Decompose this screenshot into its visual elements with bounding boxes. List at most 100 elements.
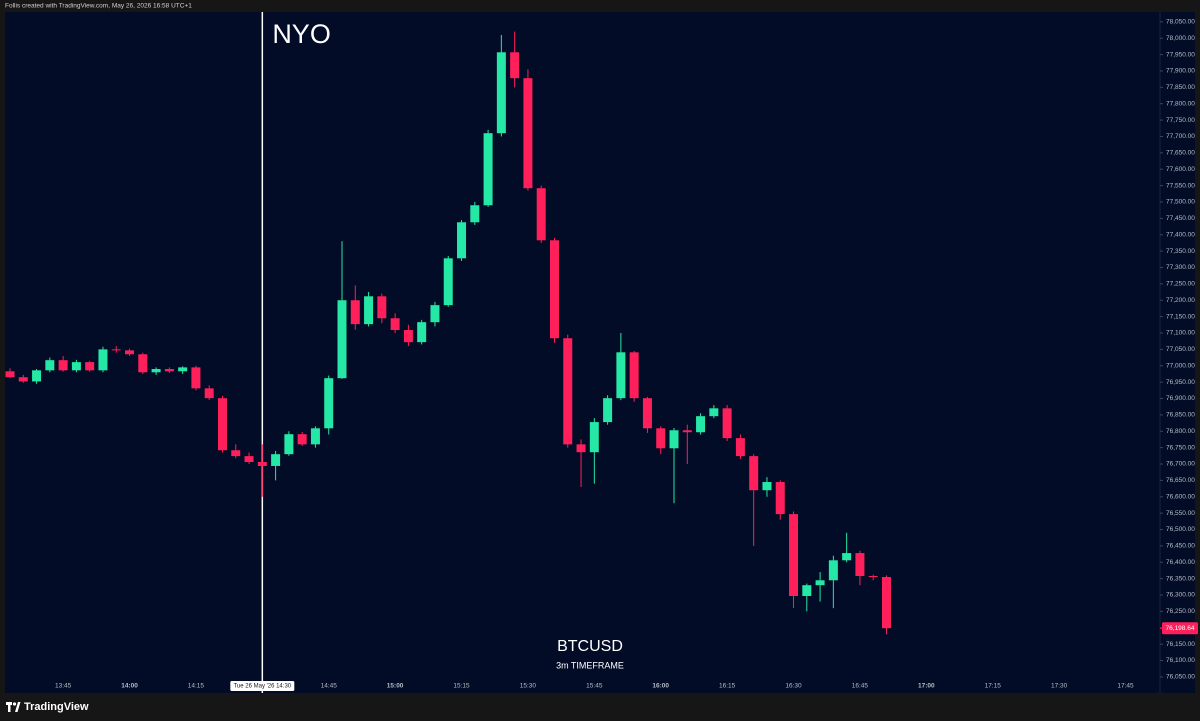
candle-body [616, 352, 626, 399]
candle-body [71, 362, 81, 371]
candle-body [284, 434, 294, 455]
candle-body [310, 428, 320, 445]
crosshair-box [230, 681, 295, 691]
x-tick-label: 14:00 [121, 683, 138, 690]
candle-body [855, 553, 865, 577]
candle-body [403, 330, 413, 343]
candle-body [443, 258, 453, 306]
candle-body [32, 370, 42, 382]
candle-body [364, 296, 374, 325]
candle-body [417, 322, 427, 343]
candle-body [629, 352, 639, 399]
candle-body [868, 576, 878, 578]
x-tick-label: 14:45 [321, 683, 338, 690]
candle-body [483, 133, 493, 206]
candle-body [45, 360, 55, 371]
last-price-box [1162, 622, 1198, 635]
candle-body [324, 378, 334, 429]
candle-body [576, 444, 586, 453]
y-tick-label: 77,600.00 [1166, 166, 1195, 173]
candle-body [549, 240, 559, 339]
y-tick-label: 77,750.00 [1166, 117, 1195, 124]
y-tick-label: 77,150.00 [1166, 313, 1195, 320]
y-tick-label: 76,700.00 [1166, 461, 1195, 468]
y-tick-label: 77,100.00 [1166, 330, 1195, 337]
logo-part [8, 702, 11, 712]
candle-body [682, 430, 692, 433]
candle-body [98, 349, 108, 371]
candle-body [257, 462, 267, 466]
candle-body [5, 371, 15, 378]
y-tick-label: 76,650.00 [1166, 477, 1195, 484]
y-tick-label: 76,550.00 [1166, 510, 1195, 517]
y-tick-label: 77,800.00 [1166, 100, 1195, 107]
candle-body [85, 362, 95, 371]
candle-body [802, 585, 812, 596]
y-tick-label: 77,850.00 [1166, 84, 1195, 91]
chart-panel [5, 12, 1195, 693]
y-tick-label: 77,450.00 [1166, 215, 1195, 222]
x-tick-label: 16:00 [652, 683, 669, 690]
candle-body [164, 369, 174, 372]
y-tick-label: 78,000.00 [1166, 35, 1195, 42]
candle-body [377, 296, 387, 319]
x-tick-label: 16:30 [785, 683, 802, 690]
brand-logo [6, 702, 21, 712]
y-tick-label: 76,500.00 [1166, 526, 1195, 533]
candle-body [138, 354, 148, 373]
candle-body [762, 482, 772, 491]
y-tick-label: 77,500.00 [1166, 199, 1195, 206]
y-tick-label: 76,350.00 [1166, 575, 1195, 582]
y-tick-label: 76,800.00 [1166, 428, 1195, 435]
y-tick-label: 78,050.00 [1166, 19, 1195, 26]
x-tick-label: 17:30 [1051, 683, 1068, 690]
logo-part [12, 702, 17, 706]
x-tick-label: 13:45 [55, 683, 72, 690]
candle-body [536, 188, 546, 241]
last-price-label: 76,198.64 [1166, 625, 1195, 632]
candle-body [589, 422, 599, 453]
y-tick-label: 77,950.00 [1166, 51, 1195, 58]
x-tick-label: 17:00 [918, 683, 935, 690]
y-tick-label: 77,000.00 [1166, 362, 1195, 369]
logo-part [15, 702, 21, 712]
y-tick-label: 77,050.00 [1166, 346, 1195, 353]
annotation: NYO [272, 19, 331, 49]
x-tick-label: 15:30 [520, 683, 537, 690]
candle-body [842, 553, 852, 561]
y-tick-label: 76,150.00 [1166, 641, 1195, 648]
y-tick-label: 76,300.00 [1166, 592, 1195, 599]
y-tick-label: 77,400.00 [1166, 231, 1195, 238]
x-tick-label: 14:15 [188, 683, 205, 690]
y-tick-label: 77,650.00 [1166, 150, 1195, 157]
candle-body [775, 482, 785, 515]
y-tick-label: 77,550.00 [1166, 182, 1195, 189]
y-tick-label: 76,100.00 [1166, 657, 1195, 664]
candle-body [457, 222, 467, 259]
candle-body [58, 360, 68, 371]
candle-body [244, 456, 254, 463]
candle-body [709, 408, 719, 417]
candle-body [696, 416, 706, 433]
candle-body [669, 430, 679, 449]
candle-body [470, 205, 480, 223]
candle-body [18, 377, 28, 382]
candle-body [350, 300, 360, 325]
subtitle: 3m TIMEFRAME [556, 660, 624, 670]
candle-body [722, 408, 732, 439]
x-tick-label: 15:00 [387, 683, 404, 690]
x-tick-label: 15:15 [453, 683, 470, 690]
y-tick-label: 76,750.00 [1166, 444, 1195, 451]
candle-body [231, 450, 241, 457]
y-tick-label: 77,300.00 [1166, 264, 1195, 271]
y-tick-label: 76,600.00 [1166, 493, 1195, 500]
candle-body [191, 367, 201, 389]
candle-body [656, 428, 666, 449]
candle-body [881, 577, 891, 629]
candle-body [563, 338, 573, 445]
candle-body [125, 350, 135, 355]
candle-body [271, 454, 281, 466]
y-tick-label: 77,200.00 [1166, 297, 1195, 304]
y-tick-label: 76,950.00 [1166, 379, 1195, 386]
